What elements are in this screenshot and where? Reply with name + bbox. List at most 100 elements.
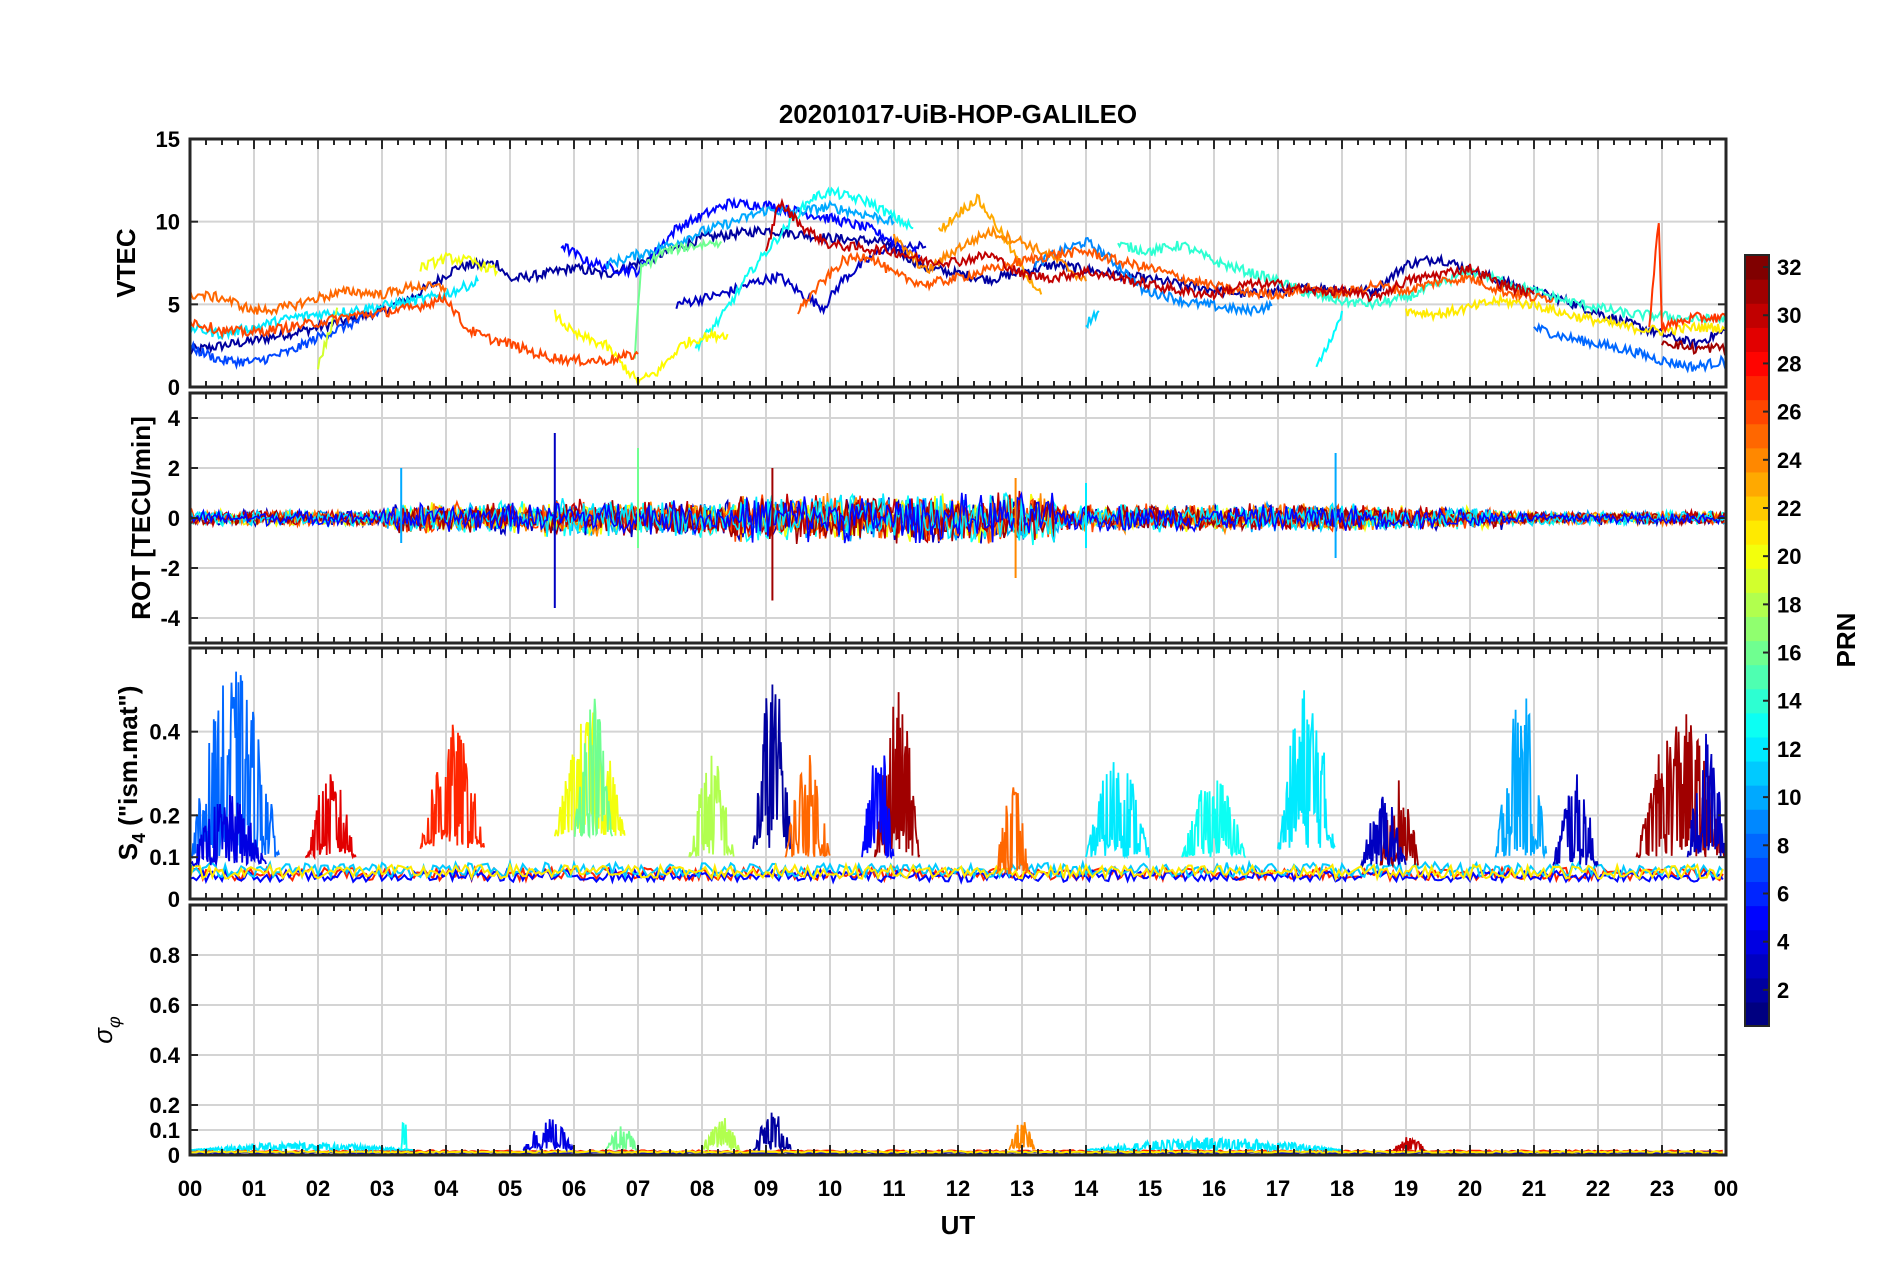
s4-burst-line: [305, 774, 357, 861]
colorbar-block: [1745, 905, 1769, 931]
y-tick-label: 0: [168, 375, 180, 400]
vtec-series-line: [893, 224, 1087, 282]
colorbar-tick-label: 14: [1777, 689, 1802, 714]
colorbar-tick-label: 10: [1777, 785, 1801, 810]
s4-burst-line: [573, 698, 614, 840]
panel-sigma-ylabel: σφ: [88, 1016, 124, 1044]
y-tick-label: 4: [168, 406, 181, 431]
panel-sigma-ylabel-sub: φ: [104, 1016, 124, 1028]
y-tick-label: 0.4: [149, 720, 180, 745]
panel-vtec-grid: [190, 139, 1726, 387]
y-tick-label: 0: [168, 887, 180, 912]
colorbar-tick-label: 24: [1777, 448, 1802, 473]
sigma-burst-line: [1392, 1136, 1426, 1153]
colorbar-tick-label: 4: [1777, 930, 1790, 955]
s4-burst-line: [688, 755, 735, 858]
colorbar-tick-label: 2: [1777, 978, 1789, 1003]
panel-rot-series: [190, 433, 1725, 608]
colorbar-tick-label: 20: [1777, 544, 1801, 569]
rot-series-line: [190, 496, 1725, 544]
colorbar-tick-label: 26: [1777, 400, 1801, 425]
x-tick-label: 04: [434, 1176, 459, 1201]
x-tick-label: 22: [1586, 1176, 1610, 1201]
x-tick-label: 08: [690, 1176, 714, 1201]
panel-sigma-ticks: 00.10.2 0.4 0.6 0.8: [149, 905, 1727, 1168]
s4-burst-line: [1085, 762, 1151, 860]
colorbar-block: [1745, 471, 1769, 497]
x-tick-label: 18: [1330, 1176, 1354, 1201]
x-tick-label: 13: [1010, 1176, 1034, 1201]
s4-burst-line: [784, 755, 831, 858]
vtec-series-line: [1661, 340, 1726, 356]
y-tick-label: 0.1: [149, 1118, 180, 1143]
panel-s4-ylabel-main: S: [113, 843, 143, 860]
s4-burst-line: [190, 794, 267, 867]
panel-sigma-border: [188, 903, 1728, 1157]
sigma-burst-line: [190, 1139, 414, 1154]
s4-burst-line: [1360, 796, 1407, 868]
x-tick-label: 05: [498, 1176, 522, 1201]
s4-burst-line: [995, 787, 1029, 875]
panel-rot-border: [188, 391, 1728, 645]
s4-burst-line: [1552, 774, 1599, 869]
s4-burst-line: [1277, 690, 1336, 850]
y-tick-label: 15: [156, 127, 180, 152]
y-tick-label: 5: [168, 292, 180, 317]
colorbar-tick-label: 28: [1777, 351, 1801, 376]
sigma-burst-line: [1008, 1121, 1036, 1151]
vtec-series-line: [1648, 223, 1726, 335]
vtec-series-line: [190, 279, 447, 316]
colorbar-tick-label: 18: [1777, 592, 1801, 617]
vtec-series-line: [1315, 310, 1343, 368]
y-tick-label: 0.2: [149, 803, 180, 828]
x-tick-label: 09: [754, 1176, 778, 1201]
panel-rot-ticks: -4 -2 0 2 4: [160, 393, 1727, 643]
x-tick-label: 00: [1714, 1176, 1738, 1201]
y-tick-label: 0.4: [149, 1043, 180, 1068]
s4-burst-line: [419, 724, 485, 850]
panel-rot-grid: [190, 393, 1726, 643]
y-tick-label: 0: [168, 1143, 180, 1168]
vtec-series-line: [797, 245, 1555, 315]
y-tick-label: 0: [168, 506, 180, 531]
y-tick-label: 10: [156, 210, 180, 235]
y-tick-label: -2: [160, 556, 180, 581]
y-tick-label: 0.6: [149, 993, 180, 1018]
y-tick-label: 2: [168, 456, 180, 481]
x-tick-label: 01: [242, 1176, 266, 1201]
chart-title: 20201017-UiB-HOP-GALILEO: [779, 99, 1137, 129]
panel-s4-ylabel-sub: 4: [129, 833, 149, 843]
colorbar-block: [1745, 857, 1769, 883]
x-tick-label: 21: [1522, 1176, 1546, 1201]
colorbar-gradient: [1745, 255, 1769, 1027]
x-tick-label: 23: [1650, 1176, 1674, 1201]
panel-vtec: 0 5 10 15 VTEC: [111, 127, 1728, 400]
vtec-series-line: [1405, 292, 1726, 336]
s4-burst-line: [190, 671, 280, 860]
colorbar-block: [1745, 664, 1769, 690]
y-tick-label: 0.8: [149, 943, 180, 968]
x-tick-label: 03: [370, 1176, 394, 1201]
s4-burst-line: [1181, 780, 1246, 858]
colorbar-tick-label: 12: [1777, 737, 1801, 762]
panel-sigma: 00.10.2 0.4 0.6 0.8 σφ: [88, 903, 1728, 1168]
rot-series-line: [190, 491, 1725, 544]
x-tick-label: 19: [1394, 1176, 1418, 1201]
x-tick-label: 12: [946, 1176, 970, 1201]
s4-burst-line: [873, 692, 921, 858]
colorbar-block: [1745, 327, 1769, 352]
colorbar-block: [1745, 279, 1769, 304]
colorbar-block: [1745, 520, 1769, 545]
s4-burst-line: [1494, 698, 1548, 860]
s4-burst-line: [1686, 733, 1726, 858]
x-tick-label: 16: [1202, 1176, 1226, 1201]
colorbar-border: [1744, 254, 1770, 1027]
vtec-series-line: [1085, 308, 1100, 330]
s4-burst-line: [752, 684, 792, 850]
panel-s4: 0 0.1 0.2 0.4 S4 ("ism.mat"): [113, 646, 1728, 912]
vtec-series-line: [765, 197, 1535, 303]
x-tick-label: 14: [1074, 1176, 1099, 1201]
colorbar-block: [1745, 809, 1769, 834]
sigma-burst-line: [701, 1118, 741, 1153]
